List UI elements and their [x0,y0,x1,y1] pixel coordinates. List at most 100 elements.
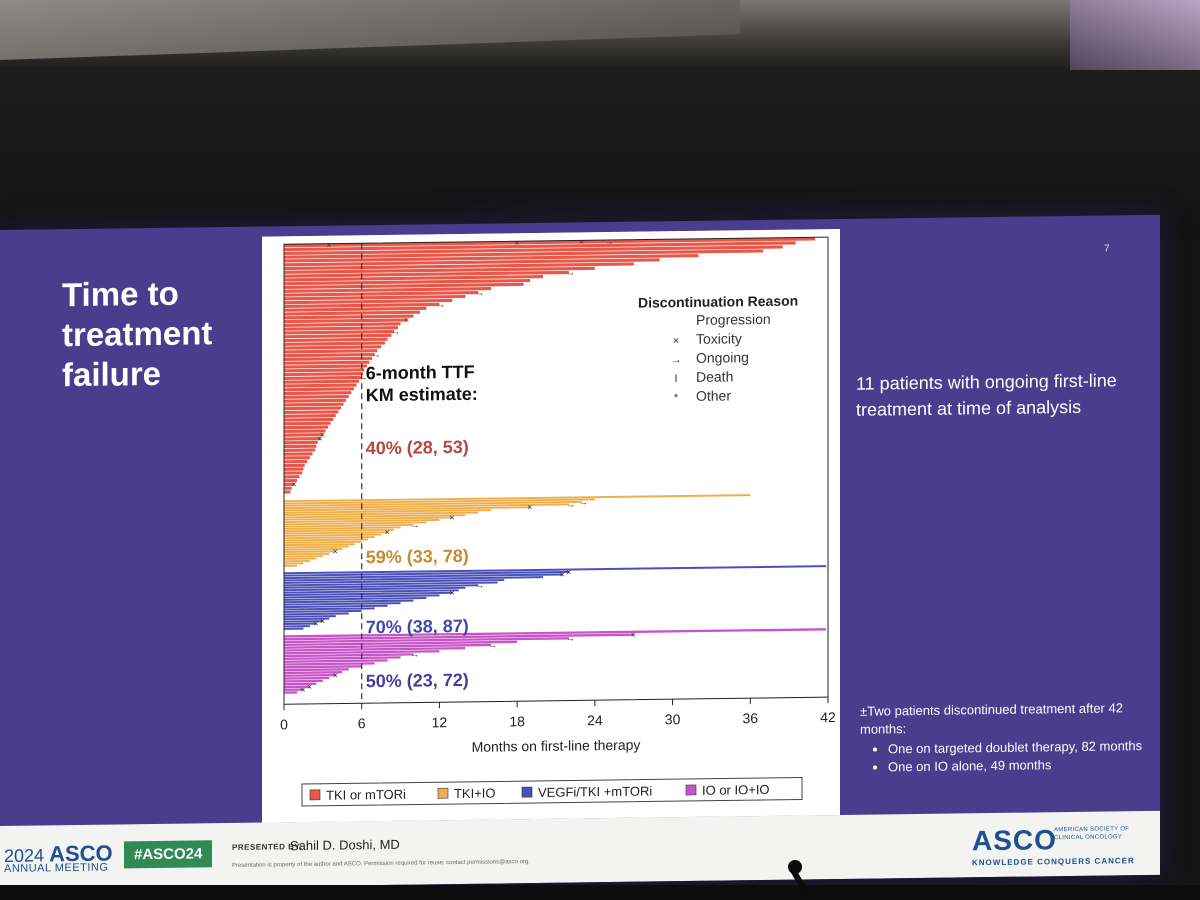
patient-bar [284,521,427,526]
patient-bar [284,557,317,560]
patient-bar [284,615,336,618]
patient-bar [284,646,466,652]
patient-bar [284,570,569,577]
patient-bar [284,318,408,324]
discontinuation-marker: × [566,567,571,577]
patient-bar [284,688,304,691]
discontinuation-marker: × [514,238,519,248]
patient-bar [284,270,569,278]
discontinuation-marker: × [317,434,322,444]
patient-bar [284,459,308,464]
reason-legend-label: Death [696,368,733,384]
x-tick-label: 42 [820,709,836,725]
discontinuation-marker: × [333,670,338,680]
patient-bar [284,555,323,558]
plot-frame [283,236,829,705]
patient-bar [284,625,310,628]
patient-bar [284,599,414,604]
slide-title: Time to treatment failure [62,273,262,396]
patient-bar [284,685,310,689]
patient-bar [284,514,466,519]
reason-legend-label: Toxicity [696,330,742,347]
patient-bar [284,498,595,505]
discontinuation-marker: → [566,267,575,277]
patient-bar [284,306,427,312]
patient-bar [284,671,343,675]
patient-bar [284,538,369,542]
discontinuation-marker: → [579,497,588,507]
discontinuation-marker: × [300,685,305,695]
patient-bar [284,274,544,282]
footnotes: ±Two patients discontinued treatment aft… [860,699,1160,777]
discontinuation-marker: → [605,237,614,247]
society-name: AMERICAN SOCIETY OF CLINICAL ONCOLOGY [1054,826,1130,842]
patient-bar [284,352,375,358]
discontinuation-marker: → [566,499,575,509]
patient-bar [284,433,323,437]
presentation-slide: Time to treatment failure 7 → × → × → → × → → → × ×… [0,214,1160,891]
patient-bar [284,290,479,297]
footnote-list: One on targeted doublet therapy, 82 mont… [860,737,1160,777]
patient-bar [284,402,344,407]
patient-bar [284,536,375,540]
patient-bar [284,573,563,580]
title-line: treatment [62,314,213,354]
patient-bar [284,509,492,514]
footnote-title: ±Two patients discontinued treatment aft… [860,700,1123,737]
patient-bar [284,333,392,339]
patient-bar [284,375,362,380]
patient-bar [284,627,304,630]
patient-bar [284,506,531,512]
patient-bar [284,656,401,661]
patient-bar [284,668,349,672]
patient-bar [284,379,360,384]
patient-bar [284,550,336,554]
reason-legend-symbol: × [673,335,679,347]
group-legend-swatch [521,786,533,798]
patient-bar [284,322,401,327]
patient-bar [284,659,388,663]
patient-bar [284,628,826,638]
patient-bar [284,258,660,267]
patient-bar [284,475,300,479]
patient-bar [284,345,382,350]
discontinuation-marker: → [372,349,381,359]
patient-bar [284,528,395,533]
patient-bar [284,526,401,530]
x-tick-label: 30 [665,711,681,727]
asco-logo: ASCO [972,824,1057,857]
group-legend-label: VEGFi/TKI +mTORi [538,783,652,799]
patient-bar [284,494,751,503]
patient-bar [284,581,498,587]
patient-bar [284,391,352,396]
patient-bar [284,586,466,592]
x-axis-label: Months on first-line therapy [472,737,641,755]
discontinuation-marker: × [291,479,296,489]
group-legend-label: IO or IO+IO [702,782,770,798]
patient-bar [284,482,295,487]
reason-legend-title: Discontinuation Reason [638,293,798,311]
discontinuation-marker: × [307,682,312,692]
patient-bar [284,679,323,683]
slide-number: 7 [1104,243,1110,255]
group-legend-swatch [685,784,697,796]
patient-bar [284,360,370,365]
ttf-estimate-label: 50% (23, 72) [366,670,469,691]
discontinuation-marker: → [411,520,420,530]
patient-bar [284,414,336,418]
group-legend-swatch [309,789,321,801]
patient-bar [284,579,505,584]
discontinuation-marker: → [475,287,484,297]
patient-bar [284,682,317,686]
ttf-estimate-label: 59% (33, 78) [366,546,469,567]
patient-bar [284,548,343,551]
patient-bar [284,364,367,369]
patient-bar [284,676,330,680]
discontinuation-marker: → [566,633,575,643]
patient-bar [284,417,334,422]
patient-bar [284,643,492,649]
patient-bar [284,298,453,305]
ttf-annotation-line: KM estimate: [366,384,478,405]
discontinuation-marker: × [313,619,318,629]
